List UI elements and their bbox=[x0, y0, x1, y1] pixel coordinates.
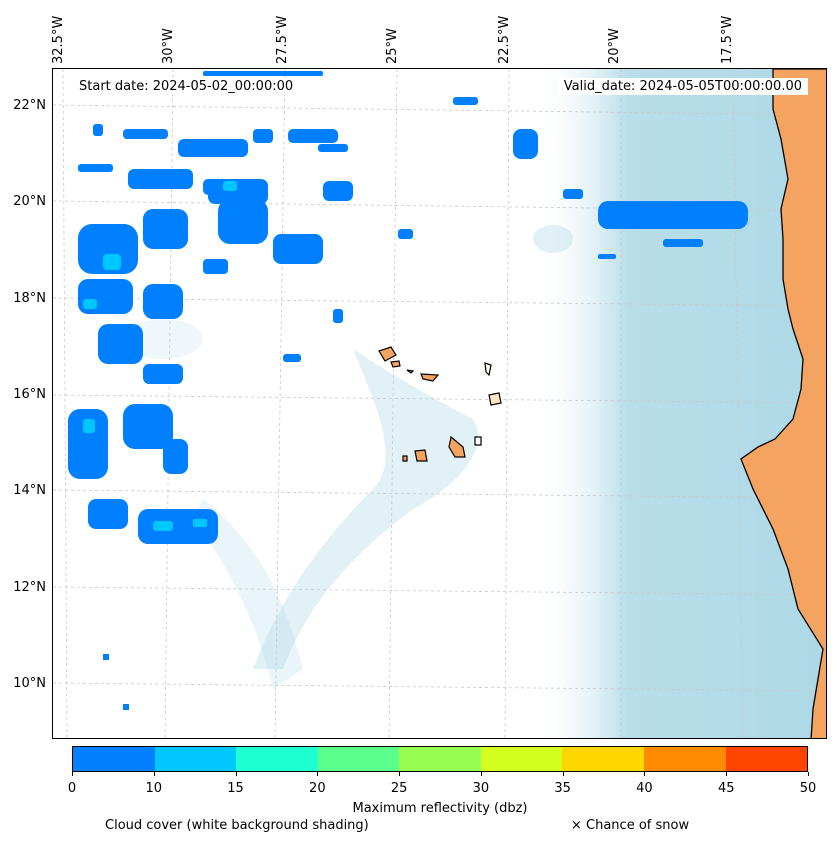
colorbar-tick-mark bbox=[235, 772, 237, 776]
reflectivity-cells-10dbz bbox=[83, 181, 237, 531]
lon-tick-label: 17.5°W bbox=[720, 15, 735, 64]
colorbar-segment bbox=[236, 747, 318, 771]
colorbar-tick-mark bbox=[726, 772, 728, 776]
colorbar-segment bbox=[562, 747, 644, 771]
colorbar-label: Maximum reflectivity (dbz) bbox=[352, 801, 528, 816]
lon-tick-label: 20°W bbox=[607, 28, 622, 64]
colorbar-tick-mark bbox=[562, 772, 564, 776]
lat-tick-label: 22°N bbox=[13, 98, 46, 113]
colorbar-segment bbox=[399, 747, 481, 771]
colorbar-tick-label: 20 bbox=[309, 781, 326, 796]
colorbar-tick-label: 30 bbox=[472, 781, 490, 796]
colorbar-tick-mark bbox=[480, 772, 482, 776]
colorbar-tick-mark bbox=[153, 772, 155, 776]
lon-tick-label: 25°W bbox=[385, 28, 400, 64]
colorbar-tick-label: 0 bbox=[67, 781, 77, 796]
colorbar-tick-label: 15 bbox=[227, 781, 244, 796]
cloud-cover-note: Cloud cover (white background shading) bbox=[105, 818, 369, 833]
colorbar-tick-mark bbox=[317, 772, 319, 776]
lon-tick-label: 32.5°W bbox=[51, 15, 66, 64]
colorbar-tick-label: 25 bbox=[390, 781, 408, 796]
lat-tick-label: 12°N bbox=[13, 580, 46, 595]
colorbar-tick-mark bbox=[399, 772, 401, 776]
cape-verde-islands bbox=[378, 346, 502, 462]
lat-tick-label: 10°N bbox=[13, 676, 46, 691]
valid-date-label: Valid_date: 2024-05-05T00:00:00.00 bbox=[557, 78, 808, 95]
lon-tick-label: 30°W bbox=[161, 28, 176, 64]
snow-legend-note: × Chance of snow bbox=[571, 818, 690, 833]
colorbar-segment bbox=[317, 747, 400, 771]
lon-tick-label: 22.5°W bbox=[497, 15, 512, 64]
lat-tick-label: 18°N bbox=[13, 291, 46, 306]
colorbar-segment bbox=[725, 747, 808, 771]
start-date-label: Start date: 2024-05-02_00:00:00 bbox=[73, 78, 300, 95]
colorbar-segment bbox=[643, 747, 726, 771]
africa-coast-land bbox=[740, 69, 826, 738]
map-panel: Start date: 2024-05-02_00:00:00 Valid_da… bbox=[52, 68, 827, 739]
map-canvas bbox=[53, 69, 826, 738]
lat-tick-label: 14°N bbox=[13, 483, 46, 498]
reflectivity-cells bbox=[68, 71, 826, 710]
colorbar-tick-mark bbox=[72, 772, 73, 776]
cloud-band-diagonal bbox=[253, 349, 479, 669]
colorbar-tick-mark bbox=[644, 772, 646, 776]
colorbar-tick-label: 35 bbox=[554, 781, 571, 796]
colorbar-tick-label: 10 bbox=[145, 781, 163, 796]
colorbar-tick-mark bbox=[808, 772, 809, 776]
colorbar-tick-label: 50 bbox=[799, 781, 817, 796]
reflectivity-colorbar bbox=[72, 746, 808, 772]
cloud-patch bbox=[533, 225, 573, 253]
cloud-band-west bbox=[193, 499, 303, 689]
colorbar-segment bbox=[480, 747, 563, 771]
colorbar-segment bbox=[154, 747, 237, 771]
lat-tick-label: 16°N bbox=[13, 387, 46, 402]
colorbar-segment bbox=[73, 747, 155, 771]
graticule bbox=[53, 69, 826, 738]
lat-tick-label: 20°N bbox=[13, 194, 46, 209]
colorbar-tick-label: 45 bbox=[717, 781, 735, 796]
lon-tick-label: 27.5°W bbox=[275, 15, 290, 64]
colorbar-tick-label: 40 bbox=[636, 781, 653, 796]
